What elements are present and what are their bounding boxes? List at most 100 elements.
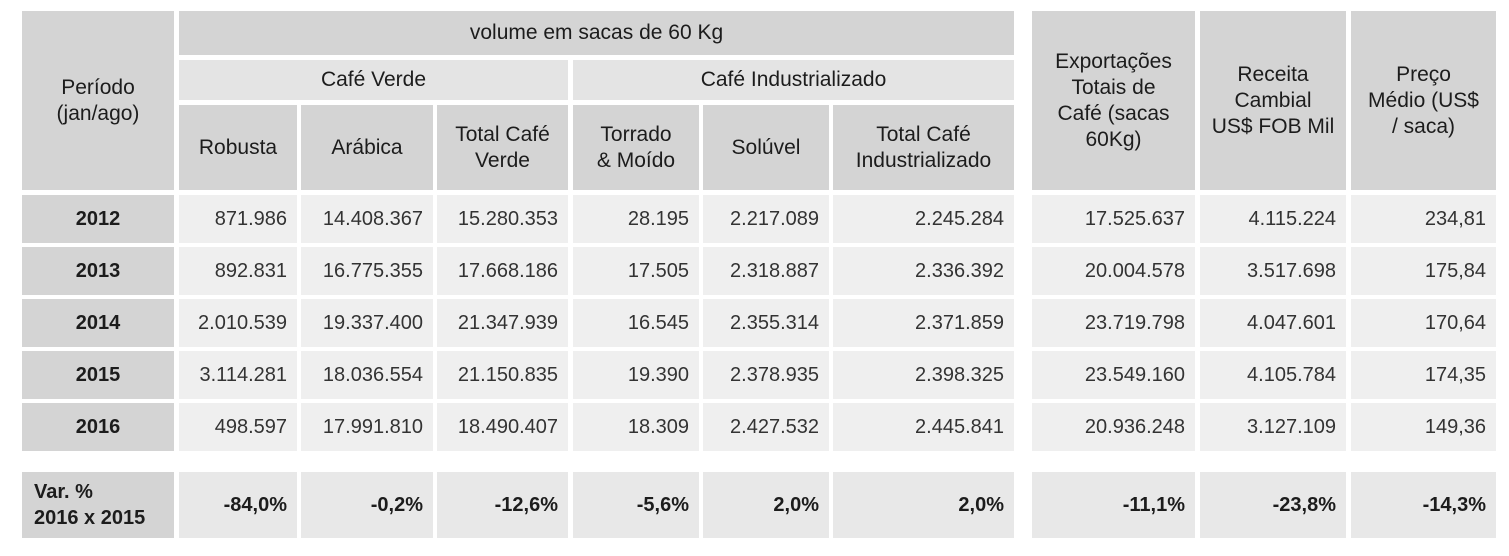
row-cell-robusta: 871.986 bbox=[179, 195, 297, 243]
row-year-text: 2016 bbox=[75, 416, 121, 438]
row-cell-soluvel: 2.427.532 bbox=[703, 403, 829, 451]
row-cell-export-text: 20.004.578 bbox=[1084, 260, 1185, 282]
row-cell-total_verde: 21.150.835 bbox=[437, 351, 568, 399]
header-soluvel-text: Solúvel bbox=[731, 135, 801, 159]
header-torrado: Torrado & Moído bbox=[573, 105, 699, 190]
row-cell-total_verde-text: 21.150.835 bbox=[457, 364, 558, 386]
row-cell-total_ind: 2.371.859 bbox=[833, 299, 1014, 347]
header-arabica-text: Arábica bbox=[331, 135, 403, 159]
variation-total_verde: -12,6% bbox=[437, 472, 568, 538]
row-cell-total_verde-text: 21.347.939 bbox=[457, 312, 558, 334]
row-cell-robusta-text: 3.114.281 bbox=[199, 364, 288, 386]
row-cell-export-text: 20.936.248 bbox=[1084, 416, 1185, 438]
row-year: 2013 bbox=[22, 247, 174, 295]
row-cell-arabica-text: 17.991.810 bbox=[322, 416, 423, 438]
row-cell-receita: 3.517.698 bbox=[1200, 247, 1346, 295]
variation-export-text: -11,1% bbox=[1122, 494, 1185, 516]
row-year: 2016 bbox=[22, 403, 174, 451]
variation-arabica-text: -0,2% bbox=[370, 494, 423, 516]
row-cell-export: 20.936.248 bbox=[1032, 403, 1195, 451]
row-cell-total_verde-text: 15.280.353 bbox=[457, 208, 558, 230]
row-cell-total_verde: 17.668.186 bbox=[437, 247, 568, 295]
row-cell-export: 20.004.578 bbox=[1032, 247, 1195, 295]
row-cell-receita-text: 4.105.784 bbox=[1247, 364, 1336, 386]
row-cell-export: 17.525.637 bbox=[1032, 195, 1195, 243]
row-year-text: 2012 bbox=[75, 208, 121, 230]
row-cell-robusta: 2.010.539 bbox=[179, 299, 297, 347]
row-cell-arabica-text: 18.036.554 bbox=[322, 364, 423, 386]
header-robusta-text: Robusta bbox=[198, 135, 278, 159]
row-cell-total_ind: 2.445.841 bbox=[833, 403, 1014, 451]
row-cell-arabica: 17.991.810 bbox=[301, 403, 433, 451]
header-period-text: Período (jan/ago) bbox=[56, 75, 140, 125]
variation-soluvel: 2,0% bbox=[703, 472, 829, 538]
variation-total_verde-text: -12,6% bbox=[494, 494, 558, 516]
variation-total_ind-text: 2,0% bbox=[958, 494, 1004, 516]
header-cafe-verde: Café Verde bbox=[179, 60, 568, 100]
row-cell-preco-text: 170,64 bbox=[1424, 312, 1486, 334]
variation-preco-text: -14,3% bbox=[1422, 494, 1486, 516]
variation-robusta: -84,0% bbox=[179, 472, 297, 538]
row-cell-total_ind-text: 2.371.859 bbox=[915, 312, 1004, 334]
row-cell-receita-text: 3.127.109 bbox=[1247, 416, 1336, 438]
row-cell-robusta-text: 498.597 bbox=[214, 416, 287, 438]
row-cell-total_verde-text: 18.490.407 bbox=[457, 416, 558, 438]
variation-soluvel-text: 2,0% bbox=[773, 494, 819, 516]
row-cell-arabica: 14.408.367 bbox=[301, 195, 433, 243]
row-cell-preco: 234,81 bbox=[1351, 195, 1496, 243]
row-cell-total_ind: 2.245.284 bbox=[833, 195, 1014, 243]
header-receita-text: Receita Cambial US$ FOB Mil bbox=[1211, 62, 1335, 138]
row-cell-soluvel-text: 2.427.532 bbox=[730, 416, 819, 438]
row-cell-receita-text: 4.047.601 bbox=[1247, 312, 1336, 334]
row-cell-arabica-text: 14.408.367 bbox=[322, 208, 423, 230]
row-cell-torrado-text: 28.195 bbox=[627, 208, 689, 230]
row-cell-torrado: 19.390 bbox=[573, 351, 699, 399]
row-cell-preco-text: 234,81 bbox=[1424, 208, 1486, 230]
header-preco: Preço Médio (US$ / saca) bbox=[1351, 11, 1496, 190]
row-cell-receita: 4.115.224 bbox=[1200, 195, 1346, 243]
row-cell-preco-text: 175,84 bbox=[1424, 260, 1486, 282]
row-cell-total_verde: 18.490.407 bbox=[437, 403, 568, 451]
row-cell-receita: 4.047.601 bbox=[1200, 299, 1346, 347]
row-cell-total_ind: 2.336.392 bbox=[833, 247, 1014, 295]
header-exportacoes: Exportações Totais de Café (sacas 60Kg) bbox=[1032, 11, 1195, 190]
header-total-verde-text: Total Café Verde bbox=[455, 122, 550, 172]
row-cell-export-text: 23.549.160 bbox=[1084, 364, 1185, 386]
row-cell-total_ind-text: 2.245.284 bbox=[915, 208, 1004, 230]
row-cell-preco-text: 149,36 bbox=[1424, 416, 1486, 438]
row-cell-soluvel-text: 2.318.887 bbox=[730, 260, 819, 282]
row-cell-arabica: 16.775.355 bbox=[301, 247, 433, 295]
header-torrado-text: Torrado & Moído bbox=[596, 122, 676, 172]
row-cell-soluvel: 2.378.935 bbox=[703, 351, 829, 399]
row-cell-receita: 4.105.784 bbox=[1200, 351, 1346, 399]
variation-label-text: Var. % 2016 x 2015 bbox=[34, 481, 146, 529]
row-cell-total_ind-text: 2.445.841 bbox=[915, 416, 1004, 438]
row-cell-arabica-text: 16.775.355 bbox=[322, 260, 423, 282]
header-total-verde: Total Café Verde bbox=[437, 105, 568, 190]
variation-total_ind: 2,0% bbox=[833, 472, 1014, 538]
row-cell-robusta-text: 871.986 bbox=[214, 208, 287, 230]
row-cell-soluvel-text: 2.378.935 bbox=[730, 364, 819, 386]
row-cell-preco: 170,64 bbox=[1351, 299, 1496, 347]
row-cell-total_ind: 2.398.325 bbox=[833, 351, 1014, 399]
row-cell-torrado-text: 18.309 bbox=[627, 416, 689, 438]
row-cell-torrado: 18.309 bbox=[573, 403, 699, 451]
row-cell-soluvel: 2.355.314 bbox=[703, 299, 829, 347]
row-cell-robusta-text: 892.831 bbox=[214, 260, 287, 282]
variation-torrado: -5,6% bbox=[573, 472, 699, 538]
row-cell-total_verde: 15.280.353 bbox=[437, 195, 568, 243]
row-cell-preco-text: 174,35 bbox=[1424, 364, 1486, 386]
row-cell-arabica: 19.337.400 bbox=[301, 299, 433, 347]
row-cell-export: 23.719.798 bbox=[1032, 299, 1195, 347]
row-cell-soluvel: 2.217.089 bbox=[703, 195, 829, 243]
row-cell-export-text: 23.719.798 bbox=[1084, 312, 1185, 334]
row-cell-total_ind-text: 2.336.392 bbox=[915, 260, 1004, 282]
row-cell-receita: 3.127.109 bbox=[1200, 403, 1346, 451]
header-volume-text: volume em sacas de 60 Kg bbox=[469, 21, 724, 44]
row-cell-soluvel-text: 2.217.089 bbox=[730, 208, 819, 230]
row-cell-export-text: 17.525.637 bbox=[1084, 208, 1185, 230]
variation-export: -11,1% bbox=[1032, 472, 1195, 538]
header-arabica: Arábica bbox=[301, 105, 433, 190]
row-cell-soluvel-text: 2.355.314 bbox=[730, 312, 819, 334]
header-receita: Receita Cambial US$ FOB Mil bbox=[1200, 11, 1346, 190]
